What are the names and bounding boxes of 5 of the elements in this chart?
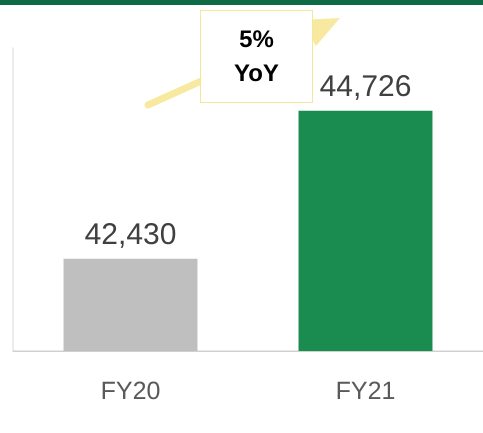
- data-label: 42,430: [84, 218, 176, 252]
- x-tick-label: FY20: [100, 376, 160, 405]
- data-label: 44,726: [320, 70, 412, 104]
- annotation: 5% YoY: [200, 10, 313, 103]
- x-tick-label: FY21: [336, 376, 396, 405]
